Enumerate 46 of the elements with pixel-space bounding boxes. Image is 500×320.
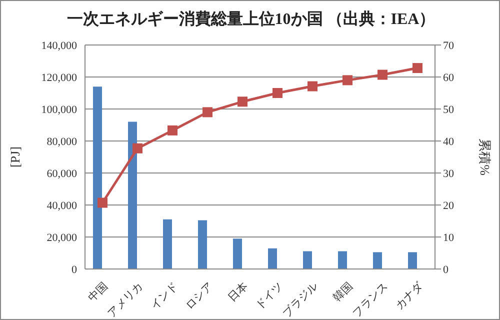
bar <box>268 248 277 269</box>
y2-tick-label: 60 <box>443 72 454 84</box>
bar <box>198 220 207 269</box>
point <box>412 63 422 74</box>
y2-axis-title: 累積% <box>477 138 492 176</box>
x-tick-label: 韓国 <box>330 280 356 304</box>
bar <box>163 219 172 269</box>
point <box>238 96 248 107</box>
y2-tick-label: 20 <box>443 200 454 212</box>
point <box>98 198 108 208</box>
y2-tick-label: 40 <box>443 136 454 148</box>
point <box>342 75 352 86</box>
y2-tick-label: 10 <box>443 232 454 244</box>
y-tick-label: 80,000 <box>46 136 78 148</box>
y-tick-label: 40,000 <box>46 200 78 212</box>
x-tick-label: 日本 <box>226 280 250 304</box>
y-tick-label: 0 <box>72 264 78 276</box>
y-tick-label: 140,000 <box>41 40 78 52</box>
point <box>168 125 178 136</box>
bar <box>373 252 382 269</box>
point <box>272 88 282 98</box>
bar <box>128 122 137 269</box>
bar <box>338 251 347 269</box>
y2-tick-label: 30 <box>443 168 454 180</box>
point <box>378 70 388 80</box>
bar <box>233 238 242 269</box>
y-axis-title: [PJ] <box>8 146 23 168</box>
y2-tick-label: 0 <box>443 264 449 276</box>
y2-tick-label: 70 <box>443 40 454 52</box>
chart-title: 一次エネルギー消費総量上位10か国 （出典：IEA） <box>66 10 436 30</box>
bar <box>408 252 417 269</box>
y-tick-label: 120,000 <box>41 72 78 84</box>
bar <box>303 251 312 269</box>
point <box>202 107 212 118</box>
y-tick-label: 100,000 <box>41 104 78 116</box>
x-tick-label: インド <box>148 280 180 312</box>
bar <box>93 86 102 269</box>
y2-tick-label: 50 <box>443 104 454 116</box>
y-tick-label: 60,000 <box>46 168 78 180</box>
x-tick-label: ブラジル <box>280 280 320 320</box>
x-tick-label: カナダ <box>393 280 426 312</box>
x-tick-label: 中国 <box>86 280 110 304</box>
x-tick-label: ロシア <box>183 280 216 312</box>
point <box>132 143 142 154</box>
y-tick-label: 20,000 <box>46 232 78 244</box>
point <box>308 81 318 92</box>
